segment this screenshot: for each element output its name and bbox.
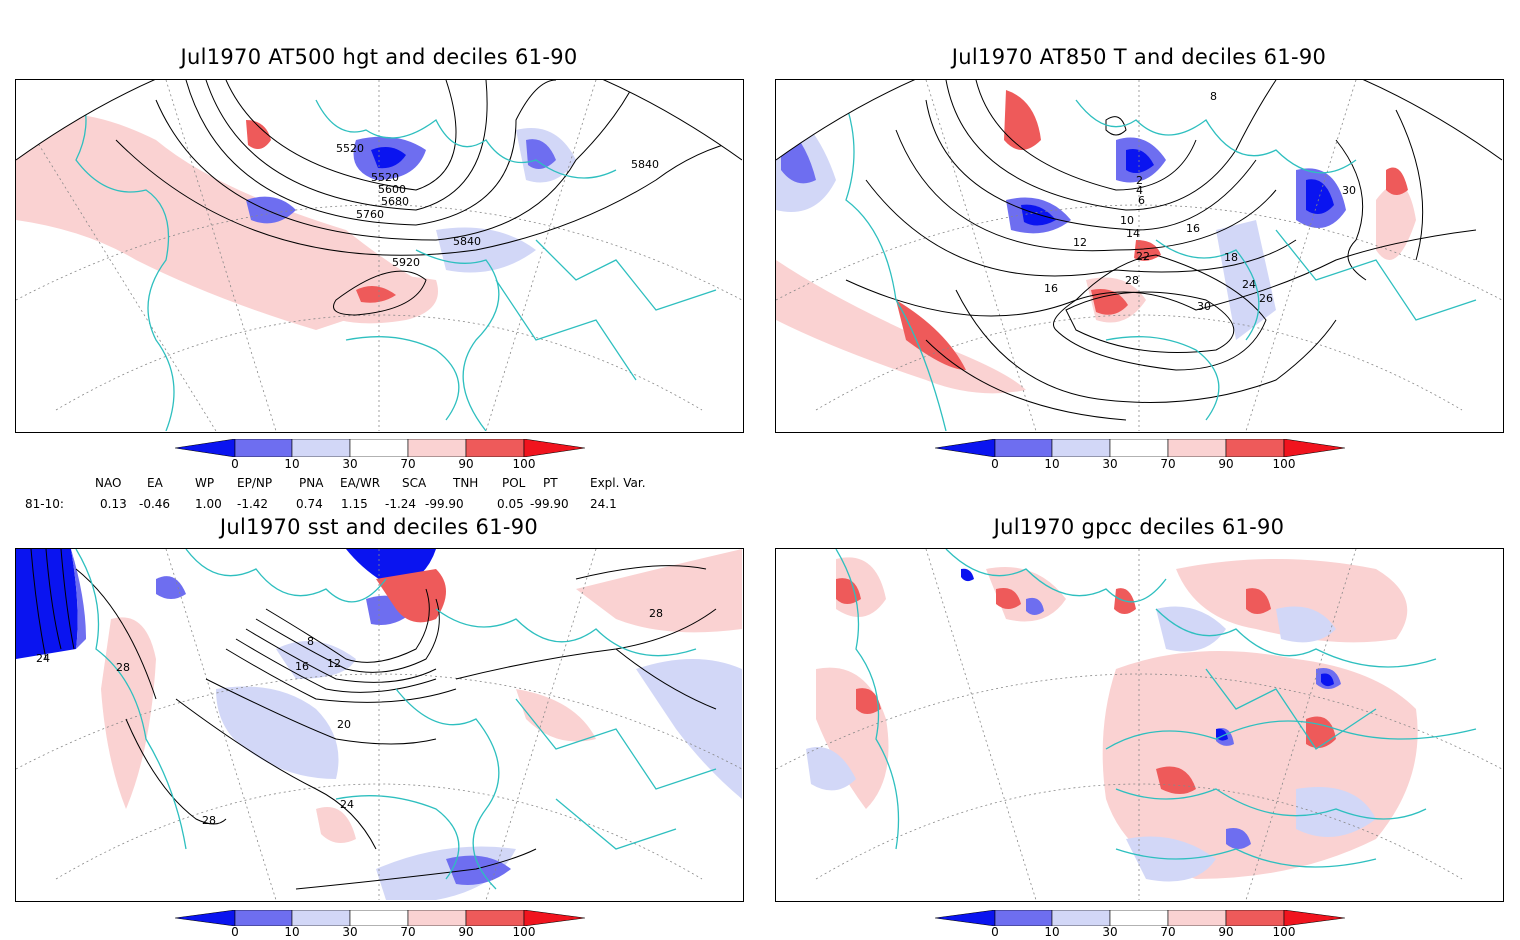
colorbar-tick: 70 bbox=[400, 457, 416, 471]
colorbar-tick: 10 bbox=[284, 925, 300, 939]
panel-title-hgt500: Jul1970 AT500 hgt and deciles 61-90 bbox=[180, 45, 578, 69]
contour-label: 30 bbox=[1197, 300, 1211, 313]
index-header: SCA bbox=[402, 476, 427, 490]
map-panel-gpcc bbox=[775, 548, 1504, 902]
index-header: WP bbox=[195, 476, 215, 490]
contour-label: 5520 bbox=[336, 142, 364, 155]
contour-label: 6 bbox=[1138, 194, 1145, 207]
colorbar-tick: 90 bbox=[1218, 925, 1234, 939]
contour-label: 28 bbox=[1125, 274, 1139, 287]
index-value: -1.42 bbox=[237, 497, 269, 511]
colorbar-tick: 100 bbox=[512, 457, 536, 471]
index-header: PT bbox=[543, 476, 558, 490]
colorbar-tick: 10 bbox=[1044, 925, 1060, 939]
contour-label: 5600 bbox=[378, 183, 406, 196]
colorbar-tick: 10 bbox=[1044, 457, 1060, 471]
index-header: EP/NP bbox=[237, 476, 273, 490]
contour-label: 14 bbox=[1126, 227, 1140, 240]
panel-title-sst: Jul1970 sst and deciles 61-90 bbox=[219, 515, 539, 539]
colorbar-tick: 10 bbox=[284, 457, 300, 471]
contour-label: 28 bbox=[649, 607, 663, 620]
contour-label: 5760 bbox=[356, 208, 384, 221]
colorbar-gpcc: 0 10 30 70 90 100 bbox=[934, 909, 1346, 940]
panel-title-t850: Jul1970 AT850 T and deciles 61-90 bbox=[951, 45, 1327, 69]
colorbar-tick: 30 bbox=[342, 925, 358, 939]
contour-label: 24 bbox=[1242, 278, 1256, 291]
contour-label: 16 bbox=[1186, 222, 1200, 235]
index-value: 0.74 bbox=[296, 497, 323, 511]
index-header: POL bbox=[502, 476, 526, 490]
colorbar-tick: 100 bbox=[1272, 925, 1296, 939]
contour-label: 20 bbox=[337, 718, 351, 731]
contour-label: 12 bbox=[1073, 236, 1087, 249]
contour-label: 5920 bbox=[392, 256, 420, 269]
colorbar-hgt500: 0 10 30 70 90 100 bbox=[174, 438, 586, 475]
index-header: NAO bbox=[95, 476, 122, 490]
contour-label: 10 bbox=[1120, 214, 1134, 227]
contour-label: 5680 bbox=[381, 195, 409, 208]
colorbar-tick: 0 bbox=[231, 925, 239, 939]
index-value: -0.46 bbox=[139, 497, 171, 511]
colorbar-tick: 0 bbox=[991, 457, 999, 471]
index-value: 24.1 bbox=[590, 497, 617, 511]
map-panel-hgt500: 5520 5520 5600 5680 5760 5840 5840 5920 bbox=[15, 79, 744, 433]
contour-label: 16 bbox=[295, 660, 309, 673]
contour-label: 18 bbox=[1224, 251, 1238, 264]
colorbar-t850: 0 10 30 70 90 100 bbox=[934, 438, 1346, 475]
index-value: -99.90 bbox=[425, 497, 464, 511]
contour-label: 26 bbox=[1259, 292, 1273, 305]
colorbar-tick: 70 bbox=[1160, 457, 1176, 471]
contour-label: 28 bbox=[116, 661, 130, 674]
contour-label: 28 bbox=[202, 814, 216, 827]
map-panel-sst: 8 12 16 20 24 24 28 28 28 bbox=[15, 548, 744, 902]
colorbar-tick: 90 bbox=[458, 925, 474, 939]
index-value: -1.24 bbox=[385, 497, 417, 511]
map-panel-t850: 2 4 6 8 10 12 14 16 16 18 22 24 26 28 30… bbox=[775, 79, 1504, 433]
index-value: 1.00 bbox=[195, 497, 222, 511]
panel-title-gpcc: Jul1970 gpcc deciles 61-90 bbox=[993, 515, 1285, 539]
contour-label: 2 bbox=[1136, 174, 1143, 187]
colorbar-sst: 0 10 30 70 90 100 bbox=[174, 909, 586, 940]
index-header: EA bbox=[147, 476, 163, 490]
contour-label: 12 bbox=[327, 657, 341, 670]
index-header: TNH bbox=[453, 476, 479, 490]
contour-label: 16 bbox=[1044, 282, 1058, 295]
contour-label: 4 bbox=[1136, 184, 1143, 197]
colorbar-tick: 90 bbox=[458, 457, 474, 471]
index-value: 1.15 bbox=[341, 497, 368, 511]
contour-label: 8 bbox=[1210, 90, 1217, 103]
colorbar-tick: 100 bbox=[1272, 457, 1296, 471]
colorbar-tick: 100 bbox=[512, 925, 536, 939]
colorbar-tick: 90 bbox=[1218, 457, 1234, 471]
colorbar-tick: 30 bbox=[1102, 457, 1118, 471]
index-value: -99.90 bbox=[530, 497, 569, 511]
contour-label: 5840 bbox=[631, 158, 659, 171]
contour-label: 22 bbox=[1136, 250, 1150, 263]
index-value: 0.13 bbox=[100, 497, 127, 511]
index-header: Expl. Var. bbox=[590, 476, 646, 490]
colorbar-tick: 0 bbox=[231, 457, 239, 471]
index-row-label: 81-10: bbox=[25, 497, 64, 511]
contour-label: 24 bbox=[340, 798, 354, 811]
contour-label: 5840 bbox=[453, 235, 481, 248]
index-header: PNA bbox=[299, 476, 324, 490]
colorbar-tick: 70 bbox=[400, 925, 416, 939]
contour-label: 8 bbox=[307, 635, 314, 648]
contour-label: 5520 bbox=[371, 171, 399, 184]
contour-label: 30 bbox=[1342, 184, 1356, 197]
colorbar-tick: 30 bbox=[1102, 925, 1118, 939]
contour-label: 24 bbox=[36, 652, 50, 665]
index-header: EA/WR bbox=[340, 476, 381, 490]
colorbar-tick: 0 bbox=[991, 925, 999, 939]
colorbar-tick: 70 bbox=[1160, 925, 1176, 939]
index-value: 0.05 bbox=[497, 497, 524, 511]
colorbar-tick: 30 bbox=[342, 457, 358, 471]
